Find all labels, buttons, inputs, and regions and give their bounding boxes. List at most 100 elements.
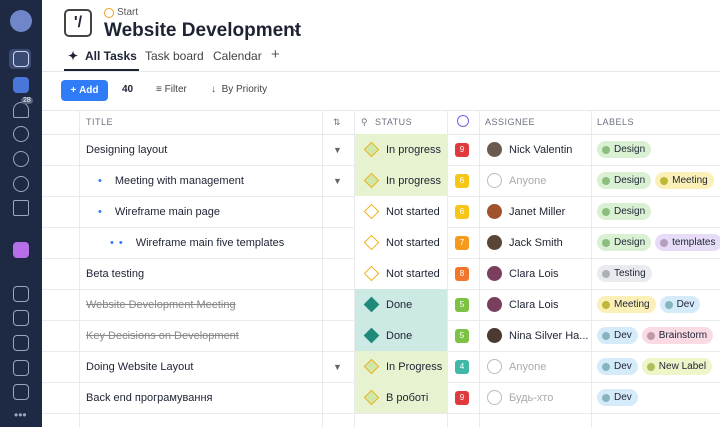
task-title: Designing layout [86,143,168,156]
nav-icon[interactable] [13,151,29,167]
column-header[interactable]: STATUS [375,117,413,127]
logo[interactable] [10,10,32,32]
assignee-name: Nick Valentin [509,143,573,156]
status-cell[interactable]: Not started [355,196,447,227]
status-cell[interactable]: Done [355,320,447,351]
column-header[interactable]: TITLE [86,117,114,127]
label-chip: Design [597,172,652,189]
task-row[interactable]: Key Decisions on Development Done 5 Nina Si… [42,320,720,352]
nav-create[interactable] [13,242,29,258]
assignee-cell[interactable]: Jack Smith [479,227,591,258]
assignee-cell[interactable]: Будь-хто [479,382,591,413]
tab[interactable]: All Tasks [85,49,137,63]
priority-badge: 4 [455,359,469,374]
nav-icon[interactable] [13,51,29,67]
nav-icon[interactable] [13,77,29,93]
labels-cell: Design [597,134,720,165]
title-cell: Key Decisions on Development [86,320,356,351]
avatar [487,142,502,157]
assignee-cell[interactable]: Nick Valentin [479,134,591,165]
task-title: Meeting with management [114,174,244,187]
nav-icon[interactable] [13,102,29,118]
nav-icon[interactable] [13,360,29,376]
assignee-cell[interactable]: Clara Lois [479,289,591,320]
label-text: New Label [658,361,707,372]
task-row[interactable]: Back end програмування В роботі 9 Будь-хто D… [42,382,720,414]
labels-cell: Testing [597,258,720,289]
tab[interactable]: Calendar [213,49,262,63]
task-row[interactable]: Beta testing Not started 8 Clara Lois Testin… [42,258,720,290]
expand-toggle[interactable]: ▼ [333,175,342,186]
filter[interactable]: ≡ Filter [156,84,187,95]
nav-icon[interactable] [13,335,29,351]
label-dot [664,300,673,309]
label-dot [660,238,669,247]
tab-add[interactable]: + [271,46,280,63]
title-dropdown[interactable]: ⌄ [291,21,302,35]
task-row[interactable]: • Meeting with management ▼ In progress 6 Any… [42,165,720,197]
status-cell[interactable]: In Progress [355,351,447,382]
task-row[interactable]: •• Wireframe main five templates Not start… [42,227,720,259]
tab[interactable]: Task board [145,49,204,63]
status-icon [363,389,380,406]
priority-cell: 4 [447,351,479,382]
task-row[interactable]: Website Development Meeting Done 5 Clara Lo… [42,289,720,321]
nav-icon[interactable] [13,176,29,192]
label-text: Dev [676,299,695,310]
nav-icon[interactable] [13,286,29,302]
assignee-cell[interactable]: Janet Miller [479,196,591,227]
column-header[interactable]: LABELS [597,117,635,127]
assignee-cell[interactable]: Anyone [479,165,591,196]
status-cell[interactable]: In progress [355,134,447,165]
nav-icon[interactable] [13,384,29,400]
column-divider [591,110,592,427]
more[interactable]: ••• [14,408,27,422]
status-cell[interactable]: Done [355,289,447,320]
label-text: Design [614,144,646,155]
task-title: Website Development Meeting [86,298,236,311]
assignee-cell[interactable]: Nina Silver Ha... [479,320,591,351]
divider [42,71,720,72]
breadcrumb[interactable]: Start [117,7,139,18]
label-text: Design [614,175,646,186]
status-cell[interactable]: Not started [355,258,447,289]
nav-icon[interactable] [13,200,29,216]
priority-header-icon [457,115,469,127]
labels-cell: Design Meeting [597,165,720,196]
task-row[interactable]: • Wireframe main page Not started 6 Janet Mi… [42,196,720,228]
label-dot [602,207,610,216]
status-icon [363,234,380,251]
status-cell[interactable]: В роботі [355,382,447,413]
task-title: Back end програмування [86,391,213,404]
assignee-cell[interactable]: Clara Lois [479,258,591,289]
add-button[interactable]: + Add [61,80,108,101]
status-cell[interactable]: Not started [355,227,447,258]
label-dot [602,269,610,278]
sort[interactable]: ↓ By Priority [211,84,268,95]
title-cell: Website Development Meeting [86,289,356,320]
status-icon [363,358,380,375]
label-chip: Dev [597,327,638,344]
label-text: Meeting [672,175,708,186]
column-header[interactable]: ASSIGNEE [485,117,536,127]
label-dot [660,176,669,185]
title-cell: Back end програмування [86,382,356,413]
priority-badge: 6 [455,173,469,188]
status-cell[interactable]: In progress [355,165,447,196]
expand-toggle[interactable]: ▼ [333,361,342,372]
nav-icon[interactable] [13,126,29,142]
sidebar: 28 ••• [0,0,42,427]
nav-icon[interactable] [13,310,29,326]
label-dot [602,331,610,340]
expand-toggle[interactable]: ▼ [333,144,342,155]
assignee-cell[interactable]: Anyone [479,351,591,382]
labels-cell: Meeting Dev [597,289,720,320]
status-text: Not started [386,267,440,280]
column-divider [79,110,80,427]
column-icon: ⇅ [333,117,342,127]
task-title: Key Decisions on Development [86,329,239,342]
label-dot [602,238,610,247]
label-chip: Testing [597,265,652,282]
task-row[interactable]: Designing layout ▼ In progress 9 Nick Valent… [42,134,720,166]
task-row[interactable]: Doing Website Layout ▼ In Progress 4 Anyone D… [42,351,720,383]
